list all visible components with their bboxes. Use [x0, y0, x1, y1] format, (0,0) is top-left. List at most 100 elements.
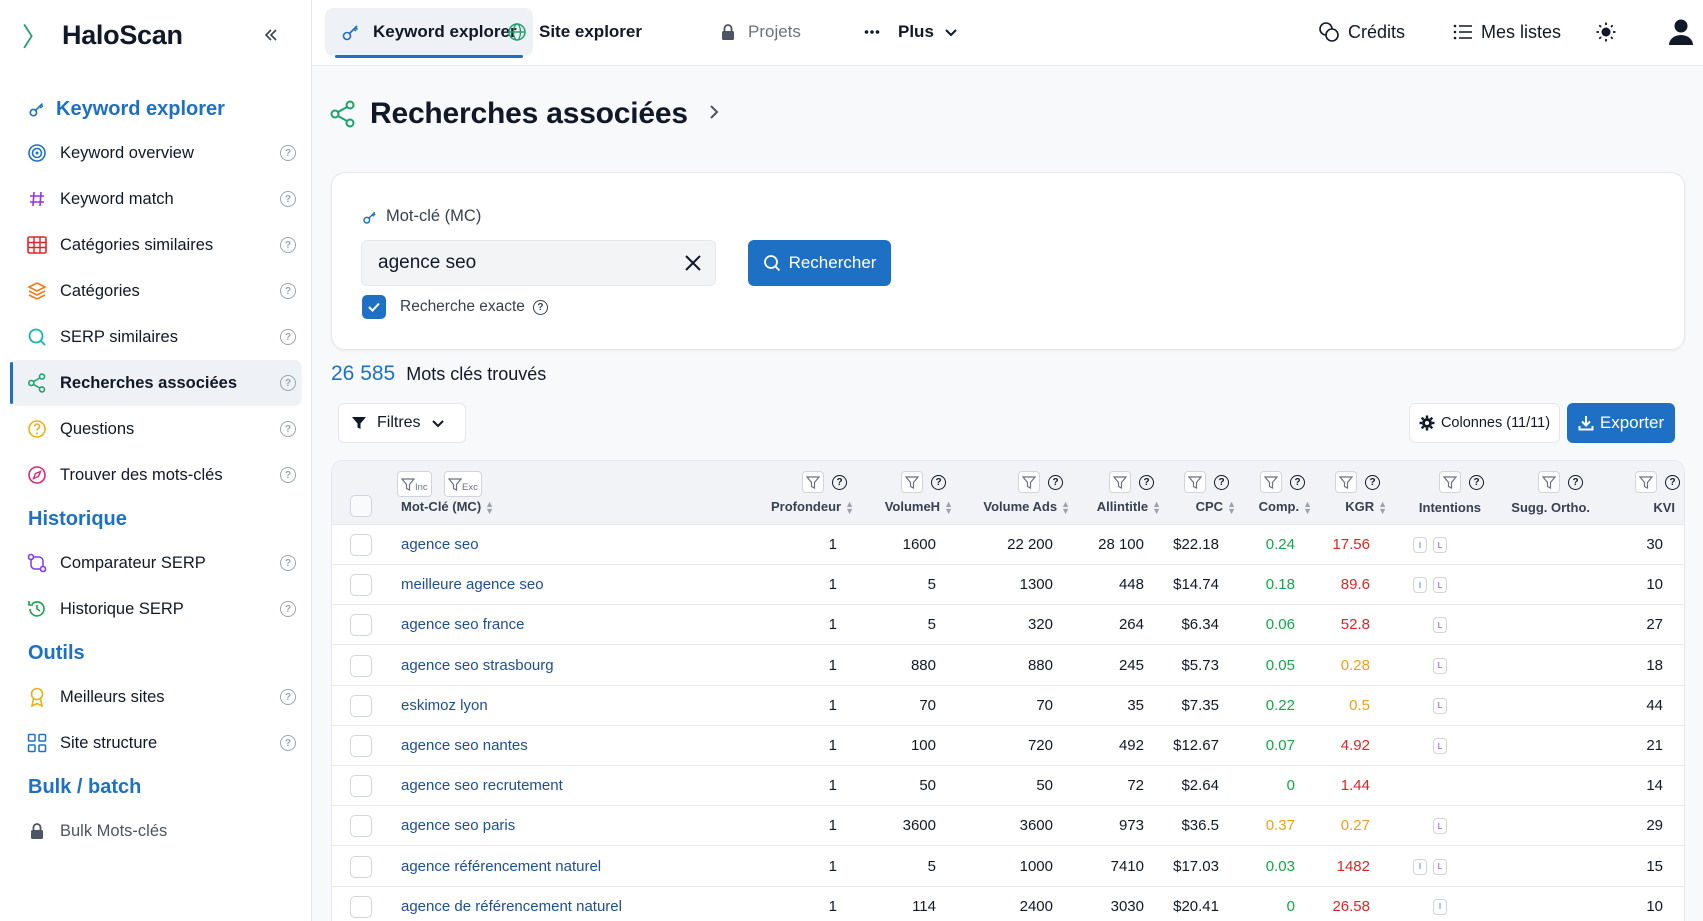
keyword-link[interactable]: eskimoz lyon [401, 696, 488, 714]
help-icon[interactable]: ? [280, 145, 296, 161]
sidebar-item-historique-serp[interactable]: Historique SERP? [10, 586, 302, 632]
keyword-link[interactable]: agence seo strasbourg [401, 656, 554, 674]
filter-icon[interactable] [1335, 471, 1357, 493]
keyword-link[interactable]: agence référencement naturel [401, 857, 602, 875]
filter-icon[interactable] [1109, 471, 1131, 493]
filter-icon[interactable] [901, 471, 923, 493]
column-header-depth[interactable]: ? Profondeur ▲ ▼ [724, 461, 854, 525]
help-icon[interactable]: ? [280, 283, 296, 299]
keyword-input[interactable]: agence seo [361, 240, 716, 286]
exclude-filter-button[interactable]: Exc [444, 471, 482, 497]
filter-icon[interactable] [1184, 471, 1206, 493]
column-header-cpc[interactable]: ? CPC ▲ ▼ [1106, 461, 1236, 525]
table-row[interactable]: agence de référencement naturel 1 114 2400 3… [332, 887, 1684, 921]
help-icon[interactable]: ? [1469, 475, 1484, 490]
filter-icon[interactable] [1439, 471, 1461, 493]
filters-button[interactable]: Filtres [338, 403, 466, 443]
select-all-checkbox[interactable] [350, 495, 372, 517]
help-icon[interactable]: ? [1365, 475, 1380, 490]
table-row[interactable]: agence seo nantes 1 100 720 492 $12.67 0.07 4.9… [332, 726, 1684, 766]
clear-icon[interactable] [681, 251, 705, 275]
sidebar-item-categories-similaires[interactable]: Catégories similaires? [10, 222, 302, 268]
user-menu[interactable] [1668, 8, 1694, 56]
sidebar-item-keyword-match[interactable]: Keyword match? [10, 176, 302, 222]
include-filter-button[interactable]: Inc [397, 471, 432, 497]
column-header-kvi[interactable]: ? KVI [1545, 461, 1680, 525]
help-icon[interactable]: ? [280, 237, 296, 253]
brand[interactable]: 〉 HaloScan [22, 18, 183, 52]
keyword-link[interactable]: agence seo france [401, 616, 525, 634]
sidebar-item-trouver-des-mots-cles[interactable]: Trouver des mots-clés? [10, 452, 302, 498]
keyword-link[interactable]: agence seo recrutement [401, 777, 563, 795]
table-row[interactable]: agence référencement naturel 1 5 1000 7410 $1… [332, 847, 1684, 887]
credits-button[interactable]: Crédits [1318, 8, 1405, 56]
table-row[interactable]: eskimoz lyon 1 70 70 35 $7.35 0.22 0.5 L 44 [332, 686, 1684, 726]
mes-listes-button[interactable]: Mes listes [1453, 8, 1561, 56]
tab-plus[interactable]: Plus [864, 8, 958, 56]
export-button[interactable]: Exporter [1567, 403, 1675, 443]
table-row[interactable]: agence seo recrutement 1 50 50 72 $2.64 0 1.44 1… [332, 766, 1684, 807]
help-icon[interactable]: ? [280, 601, 296, 617]
tab-projets[interactable]: Projets [720, 8, 801, 56]
help-icon[interactable]: ? [280, 735, 296, 751]
column-header-comp[interactable]: ? Comp. ▲ ▼ [1182, 461, 1312, 525]
row-checkbox[interactable] [350, 815, 372, 838]
row-checkbox[interactable] [350, 534, 372, 556]
column-header-volume[interactable]: ? VolumeH ▲ ▼ [823, 461, 953, 525]
keyword-link[interactable]: agence seo nantes [401, 737, 528, 754]
table-row[interactable]: meilleure agence seo 1 5 1300 448 $14.74 0.18 8… [332, 565, 1684, 606]
help-icon[interactable]: ? [280, 191, 296, 207]
tab-site-explorer[interactable]: Site explorer [507, 8, 642, 56]
sidebar-item-bulk-mots-cles[interactable]: Bulk Mots-clés [10, 808, 302, 854]
column-header-intentions[interactable]: ? Intentions [1351, 461, 1484, 525]
sidebar-item-recherches-associees[interactable]: Recherches associées? [10, 360, 302, 406]
row-checkbox[interactable] [350, 895, 372, 918]
row-checkbox[interactable] [350, 614, 372, 637]
sidebar-item-questions[interactable]: Questions? [10, 406, 302, 452]
help-icon[interactable]: ? [1290, 475, 1305, 490]
row-checkbox[interactable] [350, 574, 372, 597]
help-icon[interactable]: ? [1568, 475, 1583, 490]
help-icon[interactable]: ? [280, 555, 296, 571]
table-row[interactable]: agence seo strasbourg 1 880 880 245 $5.73 0.05… [332, 646, 1684, 686]
filter-icon[interactable] [802, 471, 824, 493]
column-header-sugg[interactable]: ? Sugg. Ortho. [1460, 461, 1590, 525]
help-icon[interactable]: ? [280, 421, 296, 437]
column-header-kgr[interactable]: ? KGR ▲ ▼ [1257, 461, 1387, 525]
help-icon[interactable]: ? [1665, 475, 1680, 490]
filter-icon[interactable] [1635, 471, 1657, 493]
row-checkbox[interactable] [350, 775, 372, 798]
column-header-allintitle[interactable]: ? Allintitle ▲ ▼ [1031, 461, 1161, 525]
help-icon[interactable]: ? [280, 467, 296, 483]
help-icon[interactable]: ? [931, 475, 946, 490]
row-checkbox[interactable] [350, 735, 372, 757]
sidebar-item-comparateur-serp[interactable]: Comparateur SERP? [10, 540, 302, 586]
table-row[interactable]: agence seo paris 1 3600 3600 973 $36.5 0.37 0.2… [332, 806, 1684, 847]
row-checkbox[interactable] [350, 654, 372, 677]
sidebar-item-categories[interactable]: Catégories? [10, 268, 302, 314]
chevron-right-icon[interactable] [708, 101, 720, 127]
help-icon[interactable]: ? [1214, 475, 1229, 490]
exact-search-checkbox[interactable] [362, 295, 386, 319]
keyword-link[interactable]: agence seo [401, 536, 479, 553]
row-checkbox[interactable] [350, 855, 372, 878]
sidebar-item-meilleurs-sites[interactable]: Meilleurs sites? [10, 674, 302, 720]
table-row[interactable]: agence seo 1 1600 22 200 28 100 $22.18 0.24 17.… [332, 525, 1684, 565]
collapse-sidebar-button[interactable] [255, 20, 287, 50]
sidebar-item-keyword-overview[interactable]: Keyword overview? [10, 130, 302, 176]
help-icon[interactable]: ? [280, 329, 296, 345]
filter-icon[interactable] [1260, 471, 1282, 493]
filter-icon[interactable] [1538, 471, 1560, 493]
sidebar-section-keyword-explorer[interactable]: Keyword explorer [0, 88, 312, 130]
search-button[interactable]: Rechercher [748, 240, 891, 286]
columns-button[interactable]: Colonnes (11/11) [1409, 403, 1560, 443]
column-header-volume-ads[interactable]: ? Volume Ads ▲ ▼ [940, 461, 1070, 525]
row-checkbox[interactable] [350, 694, 372, 717]
keyword-link[interactable]: meilleure agence seo [401, 576, 544, 594]
help-icon[interactable]: ? [1048, 475, 1063, 490]
help-icon[interactable]: ? [280, 689, 296, 705]
tab-keyword-explorer[interactable]: Keyword explorer [325, 8, 533, 58]
theme-toggle[interactable] [1595, 8, 1617, 56]
filter-icon[interactable] [1018, 471, 1040, 493]
help-icon[interactable]: ? [532, 299, 548, 315]
